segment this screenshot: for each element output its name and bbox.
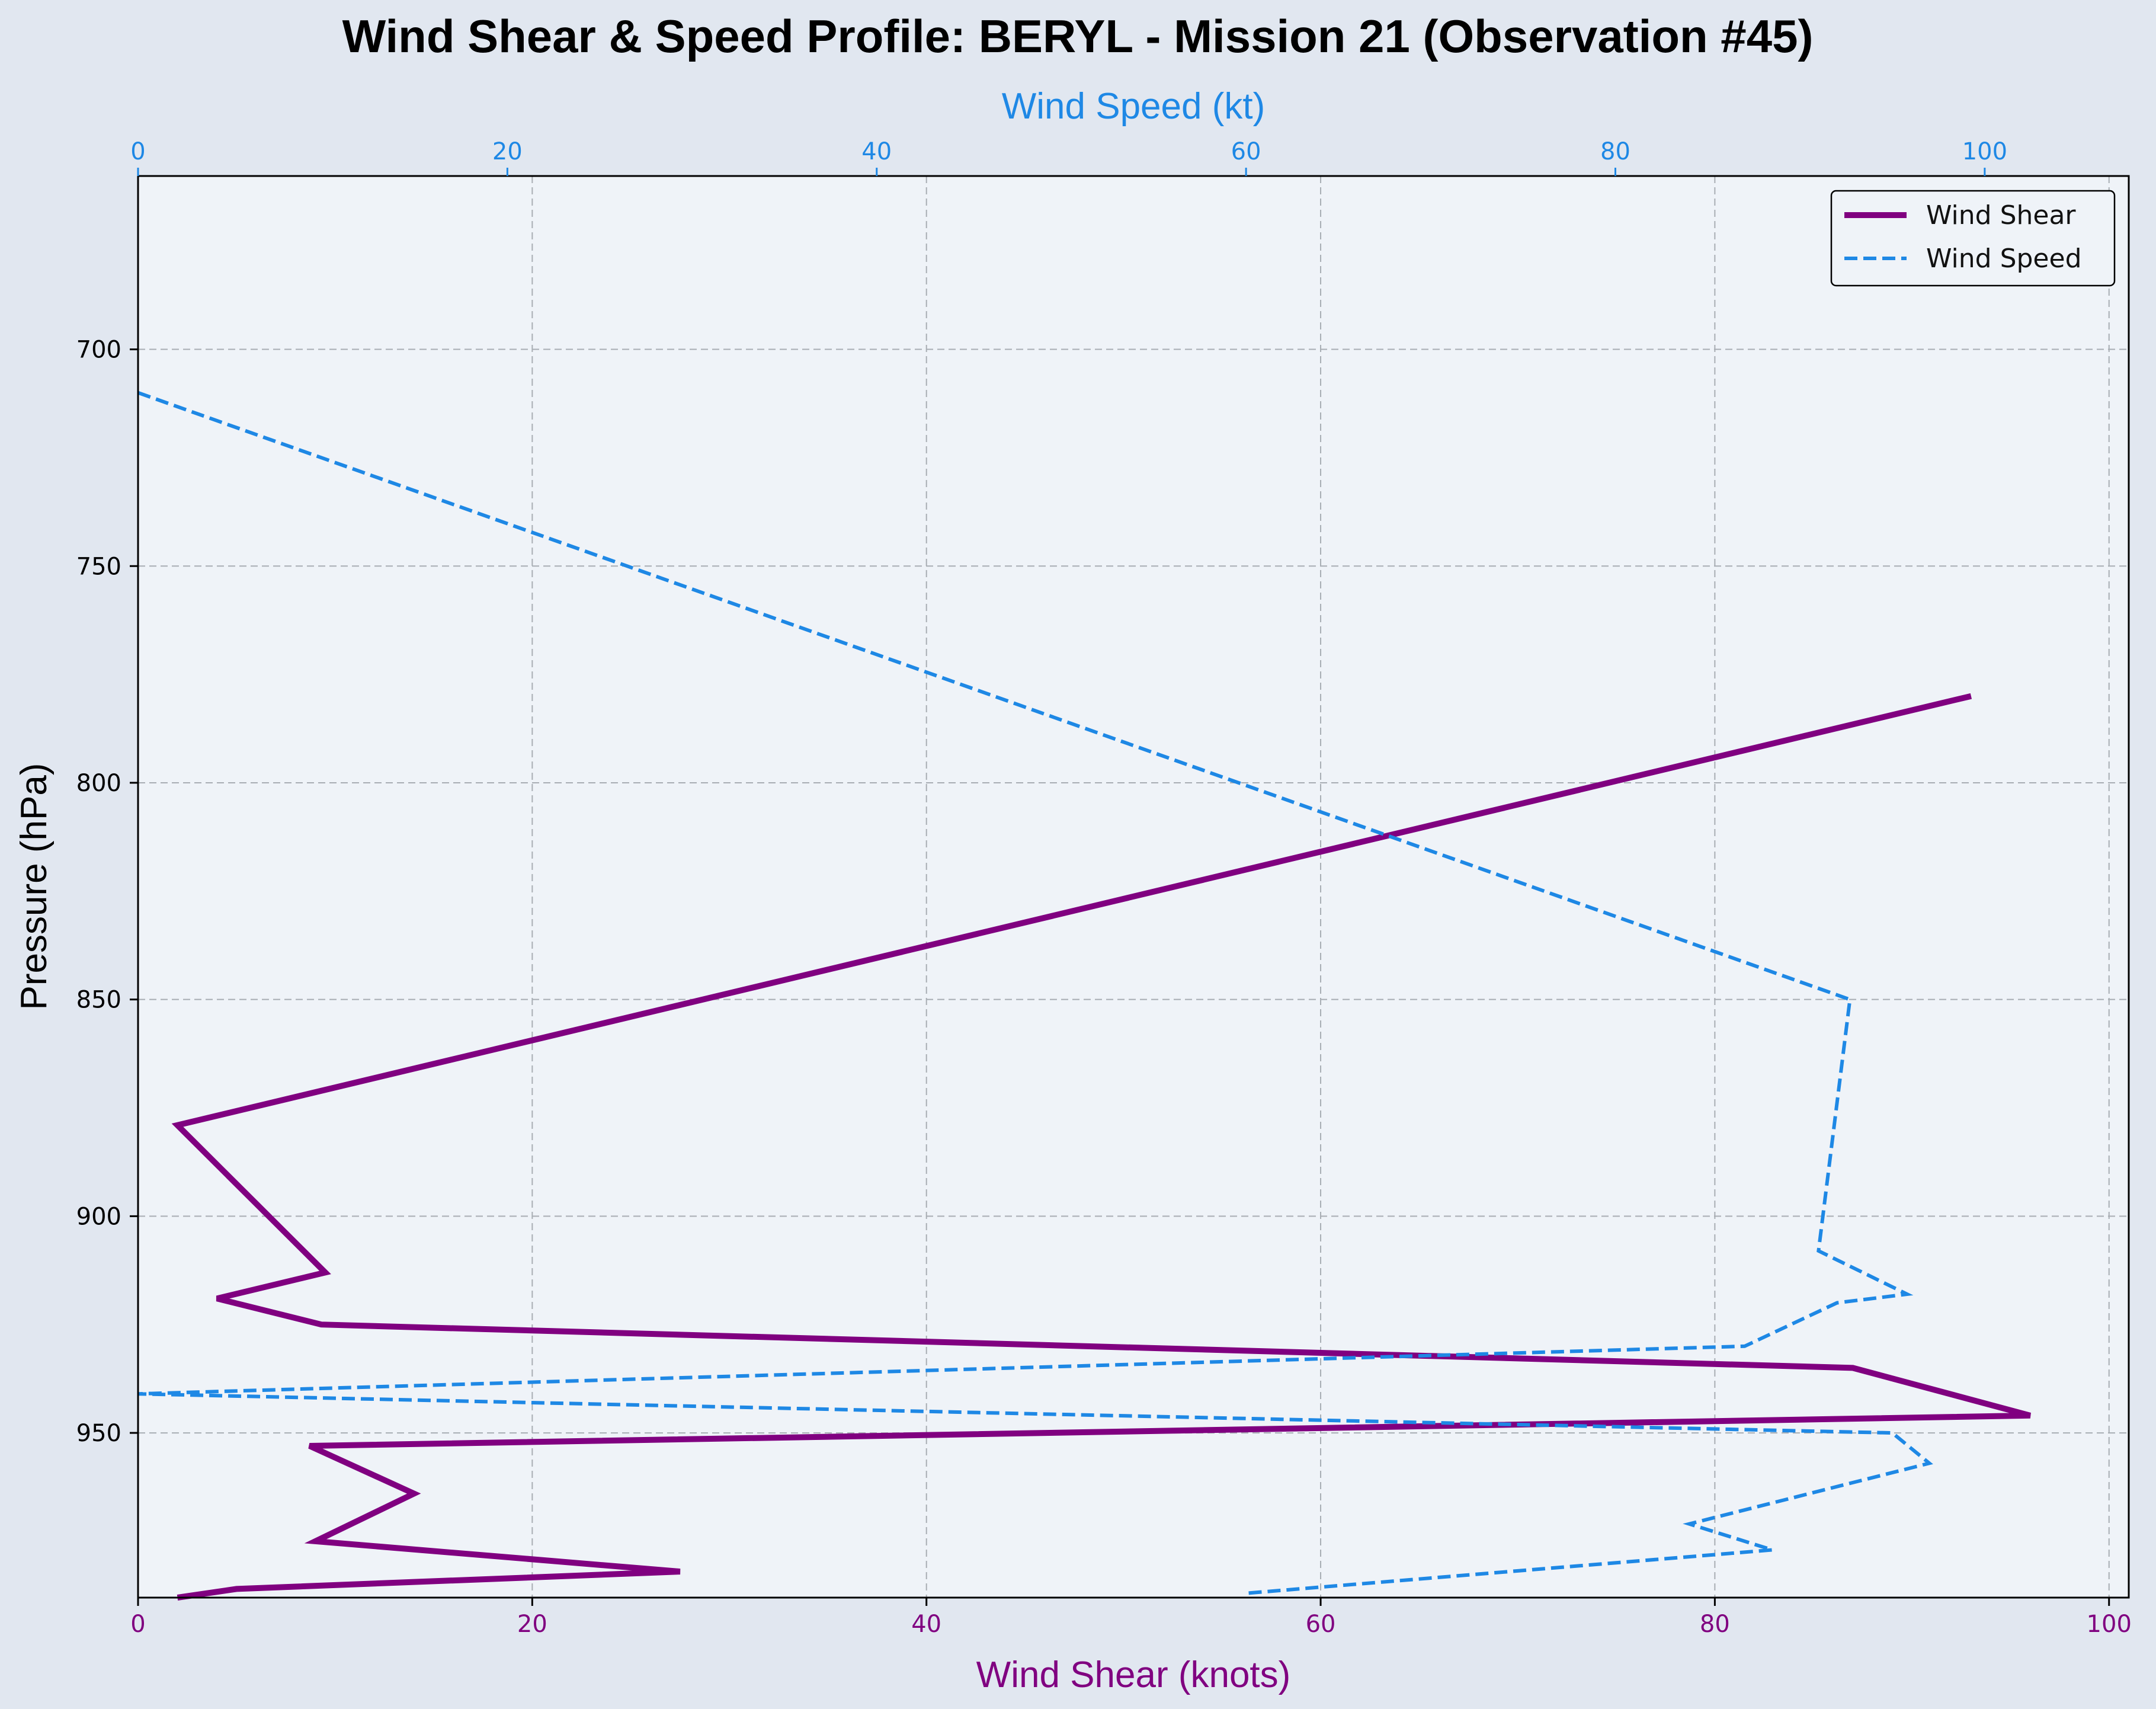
x-bottom-tick-label: 100 bbox=[2087, 1611, 2132, 1638]
x-top-tick-label: 40 bbox=[861, 138, 892, 165]
x-bottom-tick-label: 60 bbox=[1306, 1611, 1336, 1638]
x-bottom-tick-label: 40 bbox=[911, 1611, 941, 1638]
series-line-wind-speed bbox=[137, 391, 1933, 1595]
plot-frame bbox=[137, 175, 2130, 1599]
plot-area bbox=[138, 176, 2129, 1598]
x-axis-top-label: Wind Speed (kt) bbox=[1002, 86, 1266, 127]
axis-ticks: 0 20 40 60 80 100 0 20 40 60 80 100 700 750 800 850 900 9… bbox=[76, 138, 2132, 1638]
x-bottom-tick-label: 0 bbox=[130, 1611, 145, 1638]
legend: Wind Shear Wind Speed bbox=[1830, 190, 2116, 287]
x-top-tick-label: 0 bbox=[130, 138, 145, 165]
legend-label-wind-shear: Wind Shear bbox=[1926, 200, 2076, 231]
y-tick-label: 800 bbox=[76, 770, 121, 797]
x-top-tick-label: 20 bbox=[492, 138, 523, 165]
y-tick-label: 700 bbox=[76, 337, 121, 364]
data-series bbox=[137, 391, 2031, 1601]
y-tick-label: 900 bbox=[76, 1203, 121, 1230]
x-bottom-tick-label: 20 bbox=[517, 1611, 547, 1638]
grid-lines bbox=[137, 176, 2129, 1598]
y-axis-label: Pressure (hPa) bbox=[14, 763, 55, 1010]
x-top-tick-label: 60 bbox=[1231, 138, 1261, 165]
y-tick-label: 950 bbox=[76, 1420, 121, 1447]
y-tick-label: 750 bbox=[76, 553, 121, 580]
x-top-tick-label: 80 bbox=[1600, 138, 1630, 165]
x-top-tick-label: 100 bbox=[1962, 138, 2007, 165]
legend-label-wind-speed: Wind Speed bbox=[1926, 244, 2082, 274]
chart-title: Wind Shear & Speed Profile: BERYL - Miss… bbox=[342, 10, 1814, 62]
y-tick-label: 850 bbox=[76, 987, 121, 1014]
x-axis-bottom-label: Wind Shear (knots) bbox=[976, 1654, 1291, 1695]
x-bottom-tick-label: 80 bbox=[1700, 1611, 1730, 1638]
series-line-wind-shear bbox=[171, 693, 2031, 1601]
